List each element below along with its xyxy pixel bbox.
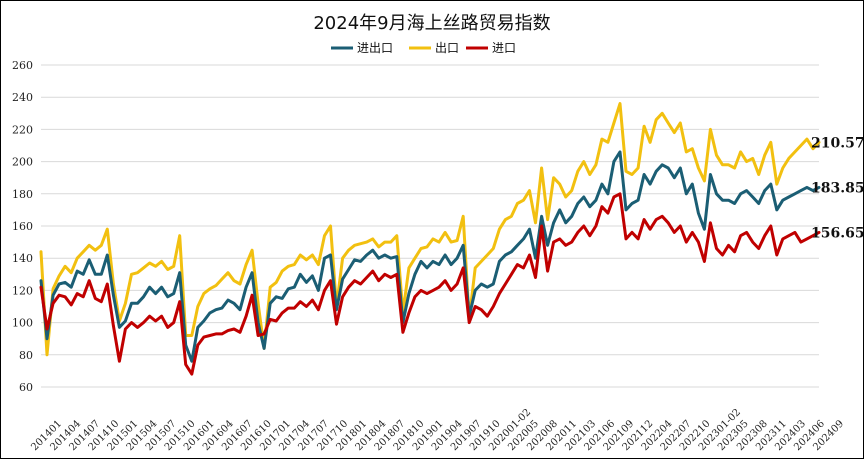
y-tick-label: 140 — [12, 252, 33, 265]
y-tick-label: 220 — [12, 123, 33, 136]
legend-label-1: 出口 — [435, 41, 459, 55]
series-line-1 — [39, 102, 821, 357]
y-tick-label: 180 — [12, 188, 33, 201]
y-tick-label: 100 — [12, 317, 33, 330]
end-label-0: 183.85 — [811, 180, 863, 196]
legend: 进出口 出口 进口 — [331, 41, 516, 55]
end-labels: 183.85 210.57 156.65 — [811, 135, 863, 241]
end-label-1: 210.57 — [811, 135, 863, 151]
series-layer — [39, 102, 821, 376]
y-tick-label: 60 — [19, 381, 33, 394]
y-tick-label: 200 — [12, 156, 33, 169]
y-tick-label: 160 — [12, 220, 33, 233]
y-tick-label: 240 — [12, 91, 33, 104]
chart-title: 2024年9月海上丝路贸易指数 — [313, 13, 550, 34]
series-line-2 — [39, 192, 821, 376]
legend-label-0: 进出口 — [357, 41, 393, 55]
end-label-2: 156.65 — [811, 225, 863, 241]
legend-label-2: 进口 — [492, 41, 516, 55]
series-line-0 — [39, 150, 821, 363]
y-axis: 60 80 100 120 140 160 180 200 220 240 260 — [12, 59, 33, 394]
gridlines — [41, 64, 819, 388]
y-tick-label: 260 — [12, 59, 33, 72]
y-tick-label: 80 — [19, 349, 33, 362]
y-tick-label: 120 — [12, 284, 33, 297]
x-axis: 2014012014042014072014102015012015042015… — [29, 407, 846, 453]
